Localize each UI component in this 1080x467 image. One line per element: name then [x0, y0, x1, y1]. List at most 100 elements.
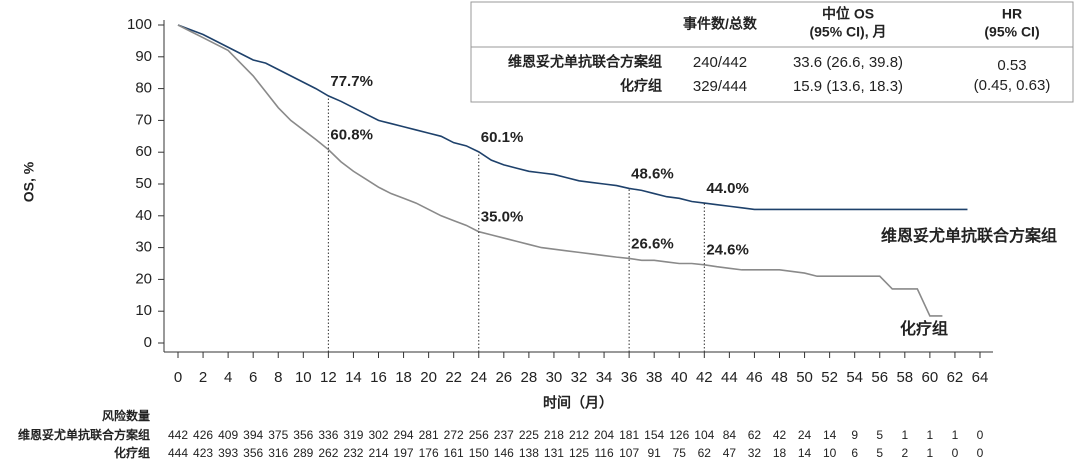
series-label: 化疗组: [900, 319, 948, 338]
x-tick-label: 26: [495, 369, 512, 386]
y-tick-label: 90: [135, 48, 152, 65]
risk-count: 1: [952, 428, 959, 442]
landmark-label: 44.0%: [706, 180, 749, 197]
risk-count: 126: [669, 428, 689, 442]
table-cell: (0.45, 0.63): [974, 77, 1051, 94]
risk-count: 319: [343, 428, 363, 442]
risk-count: 62: [698, 446, 712, 460]
risk-count: 212: [569, 428, 589, 442]
x-tick-label: 46: [746, 369, 763, 386]
landmark-label: 35.0%: [481, 209, 524, 226]
risk-count: 14: [823, 428, 837, 442]
x-tick-label: 48: [771, 369, 788, 386]
risk-count: 5: [876, 446, 883, 460]
risk-count: 356: [293, 428, 313, 442]
x-tick-label: 28: [521, 369, 538, 386]
risk-count: 18: [773, 446, 787, 460]
risk-count: 409: [218, 428, 238, 442]
risk-count: 1: [901, 428, 908, 442]
y-tick-label: 20: [135, 270, 152, 287]
table-cell: 240/442: [693, 54, 747, 71]
risk-count: 10: [823, 446, 837, 460]
table-cell: 33.6 (26.6, 39.8): [793, 54, 903, 71]
y-tick-label: 10: [135, 302, 152, 319]
risk-count: 336: [318, 428, 338, 442]
x-tick-label: 58: [896, 369, 913, 386]
risk-count: 2: [901, 446, 908, 460]
risk-count: 0: [977, 428, 984, 442]
table-header: HR: [1002, 6, 1022, 22]
landmark-label: 60.8%: [330, 127, 373, 144]
x-tick-label: 60: [922, 369, 939, 386]
risk-count: 426: [193, 428, 213, 442]
x-tick-label: 16: [370, 369, 387, 386]
risk-count: 197: [394, 446, 414, 460]
risk-count: 423: [193, 446, 213, 460]
x-tick-label: 54: [846, 369, 863, 386]
table-header: 中位 OS: [822, 6, 874, 22]
risk-count: 91: [648, 446, 662, 460]
x-tick-label: 14: [345, 369, 362, 386]
risk-count: 161: [444, 446, 464, 460]
risk-count: 154: [644, 428, 664, 442]
survival-curve: [177, 24, 943, 317]
risk-count: 42: [773, 428, 787, 442]
table-box: [470, 1, 1074, 103]
x-tick-label: 20: [420, 369, 437, 386]
risk-count: 262: [318, 446, 338, 460]
risk-count: 272: [444, 428, 464, 442]
y-tick-label: 60: [135, 143, 152, 160]
risk-count: 444: [168, 446, 188, 460]
risk-count: 256: [469, 428, 489, 442]
risk-count: 47: [723, 446, 737, 460]
risk-count: 375: [268, 428, 288, 442]
risk-count: 394: [243, 428, 263, 442]
landmark-label: 60.1%: [481, 129, 524, 146]
x-tick-label: 50: [796, 369, 813, 386]
landmark-label: 24.6%: [706, 242, 749, 259]
x-tick-label: 30: [546, 369, 563, 386]
risk-count: 0: [952, 446, 959, 460]
x-tick-label: 64: [972, 369, 989, 386]
risk-count: 176: [419, 446, 439, 460]
x-axis-label: 时间（月）: [543, 395, 613, 411]
table-header: (95% CI): [984, 24, 1039, 40]
table-cell: 329/444: [693, 78, 747, 95]
x-tick-label: 4: [224, 369, 232, 386]
risk-count: 138: [519, 446, 539, 460]
risk-count: 316: [268, 446, 288, 460]
risk-count: 289: [293, 446, 313, 460]
x-tick-label: 12: [320, 369, 337, 386]
y-axis-label: OS, %: [21, 161, 37, 202]
risk-count: 116: [594, 446, 613, 460]
risk-count: 393: [218, 446, 238, 460]
risk-row-name: 维恩妥尤单抗联合方案组: [18, 427, 150, 442]
landmark-label: 48.6%: [631, 165, 674, 182]
x-tick-label: 40: [671, 369, 688, 386]
x-tick-label: 6: [249, 369, 257, 386]
risk-count: 14: [798, 446, 812, 460]
risk-row-name: 化疗组: [114, 445, 150, 460]
risk-count: 150: [469, 446, 489, 460]
x-tick-label: 52: [821, 369, 838, 386]
table-row-name: 维恩妥尤单抗联合方案组: [508, 54, 662, 70]
y-tick-label: 100: [127, 16, 152, 33]
x-tick-label: 10: [295, 369, 312, 386]
y-tick-label: 40: [135, 207, 152, 224]
table-row-name: 化疗组: [620, 78, 662, 94]
x-tick-label: 32: [571, 369, 588, 386]
x-tick-label: 36: [621, 369, 638, 386]
risk-count: 104: [694, 428, 714, 442]
x-tick-label: 0: [174, 369, 182, 386]
risk-count: 1: [927, 428, 934, 442]
risk-count: 146: [494, 446, 514, 460]
landmark-label: 26.6%: [631, 235, 674, 252]
table-header: (95% CI), 月: [809, 24, 886, 40]
x-tick-label: 42: [696, 369, 713, 386]
risk-count: 302: [368, 428, 388, 442]
risk-count: 131: [544, 446, 564, 460]
risk-count: 6: [851, 446, 858, 460]
risk-count: 356: [243, 446, 263, 460]
risk-count: 237: [494, 428, 514, 442]
